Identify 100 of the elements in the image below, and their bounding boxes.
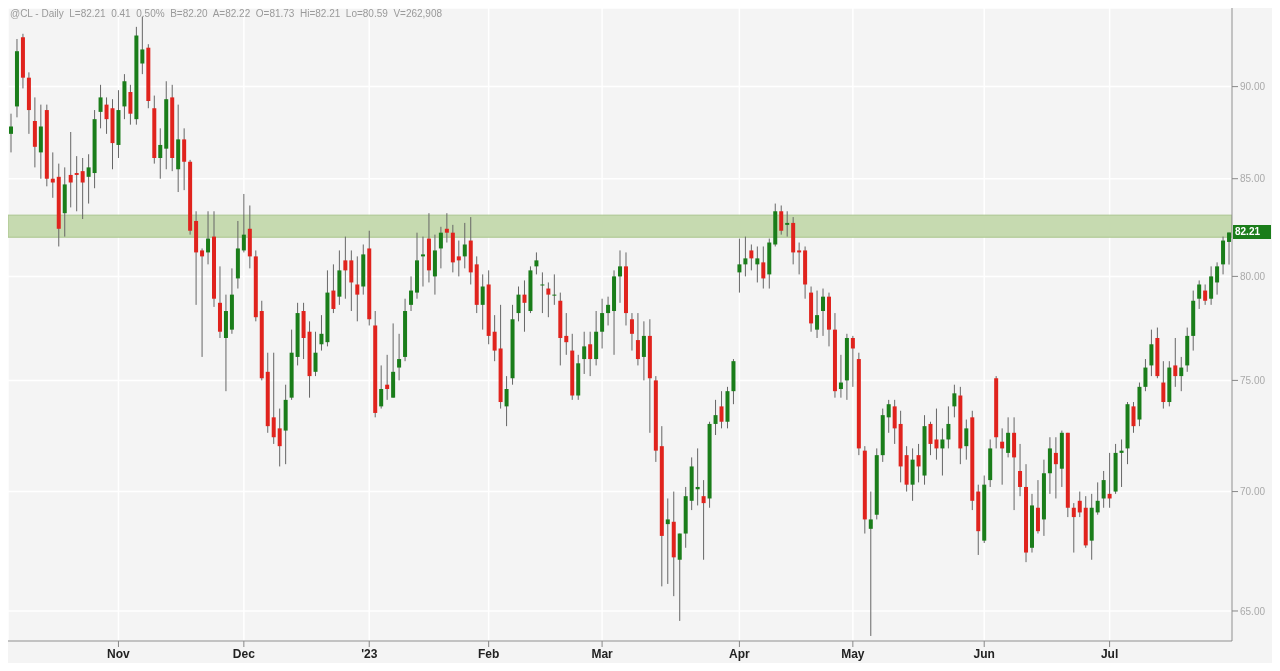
candlestick <box>480 273 485 331</box>
candlestick <box>98 84 103 129</box>
candlestick <box>74 155 79 212</box>
candlestick <box>1161 360 1166 410</box>
candlestick <box>200 247 205 358</box>
candlestick <box>397 333 402 381</box>
candlestick <box>916 443 921 483</box>
candlestick <box>952 384 957 418</box>
y-tick-label: 85.00 <box>1240 173 1266 185</box>
candlestick <box>206 210 211 265</box>
annotation: @CL - Daily L=82.21 0.41 0.50% B=82.20 A=82.22 O=81.73 Hi=82.21 Lo=80.59 V=262,908 <box>10 8 443 19</box>
candlestick <box>158 127 163 180</box>
x-tick-label: Jul <box>1100 646 1119 661</box>
candlestick <box>629 312 634 352</box>
candlestick <box>534 251 539 275</box>
candlestick <box>964 419 969 461</box>
candlestick <box>1131 401 1136 434</box>
candlestick <box>9 113 13 153</box>
y-tick-label: 80.00 <box>1240 270 1266 282</box>
candlestick <box>349 249 354 312</box>
candlestick <box>140 16 145 75</box>
candlestick <box>492 314 497 362</box>
text: 82.21 <box>1233 225 1271 240</box>
x-tick-label: '23 <box>361 646 378 661</box>
candlestick <box>850 335 855 388</box>
candlestick <box>797 242 802 275</box>
candlestick <box>588 331 593 377</box>
candlestick <box>546 281 551 318</box>
candlestick <box>331 263 336 314</box>
candlestick <box>838 354 843 399</box>
candlestick <box>785 210 790 238</box>
candlestick <box>86 153 91 205</box>
candlestick <box>1071 502 1076 554</box>
candlestick <box>582 331 587 375</box>
x-tick-label: May <box>841 646 865 661</box>
candlestick <box>606 296 611 326</box>
candlestick <box>540 271 545 314</box>
candlestick <box>635 312 640 366</box>
candlestick <box>1173 337 1178 388</box>
candlestick <box>1221 236 1226 275</box>
candlestick <box>420 236 425 287</box>
candlestick <box>749 243 754 271</box>
x-tick-label: Nov <box>107 646 131 661</box>
candlestick <box>516 286 521 322</box>
candlestick <box>1143 358 1148 392</box>
candlestick <box>886 399 891 434</box>
y-tick-label: 90.00 <box>1240 81 1266 93</box>
candlestick <box>182 127 187 191</box>
candlestick <box>1053 436 1058 499</box>
candlestick <box>940 427 945 477</box>
candlestick <box>552 273 557 306</box>
candlestick <box>755 245 760 283</box>
candlestick <box>522 279 527 333</box>
candlestick <box>946 405 951 449</box>
y-tick-label: 65.00 <box>1240 605 1266 617</box>
candlestick <box>600 298 605 349</box>
candlestick <box>701 479 706 561</box>
candlestick <box>1101 470 1106 509</box>
candlestick <box>504 375 509 427</box>
candlestick <box>462 222 467 269</box>
candlestick <box>128 84 133 126</box>
candlestick <box>80 157 85 220</box>
candlestick <box>379 364 384 410</box>
candlestick <box>319 314 324 352</box>
candlestick <box>1215 261 1220 296</box>
candlestick <box>68 131 73 208</box>
candlestick <box>1077 491 1082 518</box>
candlestick <box>50 151 55 199</box>
candlestick <box>928 421 933 456</box>
candlestick <box>1095 481 1100 516</box>
x-tick-label: Jun <box>973 646 995 661</box>
candlestick <box>665 497 670 585</box>
candlestick <box>409 275 414 312</box>
candlestick <box>241 193 246 253</box>
candlestick <box>815 290 820 339</box>
candlestick <box>737 238 742 294</box>
candlestick <box>641 320 646 381</box>
candlestick <box>1035 479 1040 535</box>
x-tick-label: Feb <box>477 646 500 661</box>
candlestick <box>743 236 748 277</box>
candlestick <box>313 331 318 377</box>
y-tick-label: 75.00 <box>1240 374 1266 386</box>
candlestick <box>1227 231 1232 266</box>
candlestick <box>355 255 360 322</box>
candlestick <box>779 204 784 236</box>
candlestick <box>761 245 766 290</box>
candlestick <box>713 399 718 436</box>
candlestick <box>343 236 348 300</box>
candlestick <box>444 212 449 244</box>
candlestick <box>385 354 390 401</box>
candlestick <box>456 240 461 277</box>
candlestick <box>1209 265 1214 306</box>
candlestick <box>1197 279 1202 310</box>
candlestick <box>934 408 939 461</box>
candlestick <box>104 96 109 135</box>
y-tick-label: 70.00 <box>1240 486 1266 498</box>
candlestick <box>892 399 897 445</box>
candlestick <box>564 312 569 356</box>
candlestick <box>1203 283 1208 306</box>
x-tick-label: Dec <box>232 646 256 661</box>
